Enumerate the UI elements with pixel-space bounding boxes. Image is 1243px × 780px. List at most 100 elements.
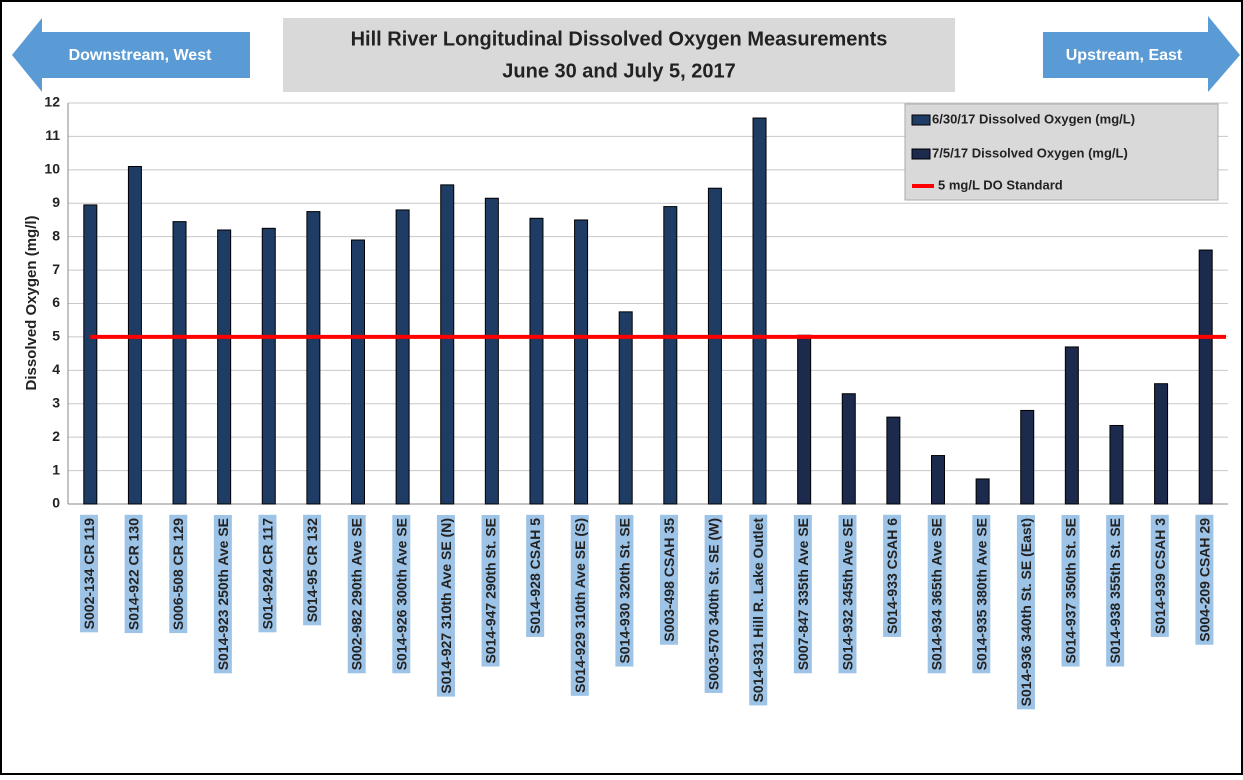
x-tick-label: S014-932 345th Ave SE bbox=[839, 518, 855, 670]
bar bbox=[797, 334, 812, 505]
y-tick-label: 8 bbox=[52, 227, 60, 243]
x-tick-label: S014-931 Hill R. Lake Outlet bbox=[750, 518, 766, 703]
bar bbox=[351, 239, 365, 505]
y-tick-label: 9 bbox=[52, 194, 60, 210]
bar bbox=[1154, 383, 1169, 505]
x-tick-label-bg bbox=[883, 514, 902, 637]
bar bbox=[663, 206, 678, 505]
x-tick-label-bg bbox=[1106, 515, 1125, 667]
x-tick-label: S014-947 290th St. SE bbox=[483, 518, 499, 664]
x-tick-label: S014-930 320th St. SE bbox=[616, 518, 632, 664]
x-tick-label: S014-95 CR 132 bbox=[304, 518, 320, 623]
x-tick-label: S003-498 CSAH 35 bbox=[661, 518, 677, 642]
x-tick-label: S014-935 380th Ave SE bbox=[973, 518, 989, 670]
y-tick-label: 4 bbox=[52, 361, 60, 377]
bar bbox=[618, 311, 633, 505]
x-tick-label-bg bbox=[303, 514, 322, 626]
x-tick-label: S002-134 CR 119 bbox=[81, 518, 97, 630]
bar bbox=[1109, 424, 1124, 505]
x-tick-label-bg bbox=[1016, 515, 1035, 710]
x-tick-label-bg bbox=[1195, 514, 1214, 645]
y-tick-label: 5 bbox=[52, 328, 60, 344]
x-tick-label-bg bbox=[660, 514, 679, 645]
x-tick-label-bg bbox=[927, 515, 946, 674]
y-axis-label: Dissolved Oxygen (mg/l) bbox=[23, 215, 40, 390]
x-tick-label-bg bbox=[838, 515, 857, 674]
x-tick-label: S014-938 355th St. SE bbox=[1107, 518, 1123, 664]
x-tick-label: S014-922 CR 130 bbox=[126, 518, 142, 630]
x-tick-label: S014-937 350th St. SE bbox=[1063, 518, 1079, 664]
x-tick-label-bg bbox=[793, 515, 812, 674]
x-tick-label-bg bbox=[392, 515, 411, 674]
legend-label: 7/5/17 Dissolved Oxygen (mg/L) bbox=[932, 145, 1128, 160]
x-tick-label: S006-508 CR 129 bbox=[170, 518, 186, 630]
chart-subtitle: June 30 and July 5, 2017 bbox=[502, 60, 735, 82]
annotation: Upstream, East bbox=[1066, 47, 1183, 64]
y-tick-label: 10 bbox=[44, 161, 60, 177]
legend-swatch bbox=[911, 148, 931, 160]
bar bbox=[975, 478, 990, 505]
legend-box bbox=[904, 103, 1219, 201]
x-tick-label: S014-934 365th Ave SE bbox=[929, 518, 945, 670]
x-tick-label: S002-982 290th Ave SE bbox=[349, 518, 365, 670]
x-tick-label-bg bbox=[347, 515, 366, 674]
y-tick-label: 2 bbox=[52, 428, 60, 444]
title-box bbox=[283, 18, 955, 92]
bar bbox=[1064, 346, 1079, 505]
bar bbox=[841, 393, 856, 505]
x-tick-label: S014-927 310th Ave SE (N) bbox=[438, 518, 454, 694]
bar bbox=[752, 117, 767, 505]
bar bbox=[1020, 409, 1035, 505]
x-tick-label: S014-929 310th Ave SE (S) bbox=[572, 518, 588, 693]
bar bbox=[217, 229, 232, 505]
x-tick-label-bg bbox=[1150, 514, 1169, 637]
x-tick-label: S014-939 CSAH 3 bbox=[1152, 518, 1168, 634]
x-tick-label: S014-936 340th St. SE (East) bbox=[1018, 518, 1034, 706]
bar bbox=[172, 221, 187, 505]
annotation: Downstream, West bbox=[69, 47, 213, 64]
bar bbox=[395, 209, 410, 505]
x-tick-label: S004-209 CSAH 29 bbox=[1196, 518, 1212, 642]
x-tick-label: S014-928 CSAH 5 bbox=[527, 518, 543, 634]
x-tick-label: S014-933 CSAH 6 bbox=[884, 518, 900, 634]
x-tick-label-bg bbox=[258, 514, 277, 633]
bar bbox=[574, 219, 589, 505]
x-tick-label-bg bbox=[124, 514, 143, 634]
arrow-right bbox=[1043, 16, 1240, 92]
x-tick-label-bg bbox=[80, 514, 99, 633]
x-tick-label-bg bbox=[749, 514, 768, 706]
legend-swatch bbox=[911, 114, 931, 126]
x-tick-label-bg bbox=[570, 515, 589, 696]
x-tick-label-bg bbox=[436, 515, 455, 697]
bar bbox=[1198, 249, 1213, 505]
y-tick-label: 11 bbox=[45, 127, 60, 143]
chart-title: Hill River Longitudinal Dissolved Oxygen… bbox=[351, 28, 888, 50]
bar bbox=[261, 227, 276, 505]
y-tick-label: 7 bbox=[52, 261, 60, 277]
bar bbox=[529, 217, 544, 505]
y-tick-label: 12 bbox=[44, 94, 60, 110]
y-tick-label: 3 bbox=[52, 394, 60, 410]
x-tick-label: S014-926 300th Ave SE bbox=[393, 518, 409, 670]
bar bbox=[707, 187, 722, 505]
x-tick-label: S014-923 250th Ave SE bbox=[215, 518, 231, 670]
x-tick-label-bg bbox=[972, 515, 991, 674]
y-tick-label: 1 bbox=[52, 461, 60, 477]
arrow-left bbox=[12, 18, 250, 92]
x-tick-label-bg bbox=[615, 515, 634, 667]
y-tick-label: 6 bbox=[52, 294, 60, 310]
bar bbox=[931, 455, 945, 505]
x-tick-label-bg bbox=[169, 514, 188, 634]
legend-label: 6/30/17 Dissolved Oxygen (mg/L) bbox=[932, 111, 1135, 126]
x-tick-label-bg bbox=[1061, 515, 1080, 667]
x-tick-label-bg bbox=[213, 515, 232, 674]
x-tick-label: S003-570 340th St. SE (W) bbox=[706, 518, 722, 690]
legend-label: 5 mg/L DO Standard bbox=[938, 177, 1063, 192]
x-tick-label-bg bbox=[481, 515, 500, 667]
x-tick-label-bg bbox=[704, 515, 723, 693]
bar bbox=[306, 211, 321, 505]
y-tick-label: 0 bbox=[52, 495, 60, 511]
x-tick-label: S014-924 CR 117 bbox=[259, 518, 275, 630]
